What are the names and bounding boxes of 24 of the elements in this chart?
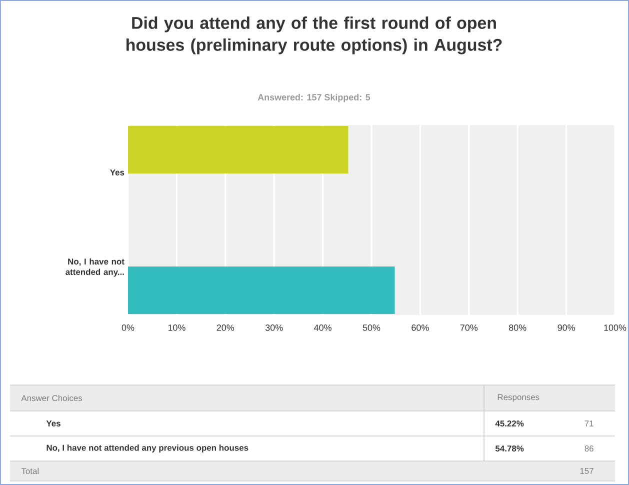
x-tick-label: 80% [509, 324, 526, 331]
x-tick-label: 60% [412, 324, 429, 331]
x-tick-label: 30% [265, 324, 283, 331]
text: 86 [584, 446, 594, 452]
chart-title: Did you attend any of the first round of open houses (preliminary route options) in August? [126, 16, 502, 54]
x-tick-label: 50% [362, 324, 380, 331]
x-tick-label: 10% [168, 324, 186, 331]
text: Yes [46, 420, 60, 426]
text: 157 [580, 468, 594, 474]
text: Responses [498, 394, 540, 402]
text: Answer Choices [21, 394, 82, 402]
x-tick-label: 90% [558, 324, 575, 331]
text: 45.22% [495, 420, 524, 426]
x-tick-label: 100% [604, 324, 626, 331]
text: Total [21, 468, 39, 474]
x-tick-label: 20% [216, 324, 234, 331]
text: 54.78% [495, 446, 524, 452]
y-tick-label: No, I have not attended any... [66, 258, 124, 277]
x-tick-label: 0% [122, 324, 134, 331]
x-tick-label: 40% [314, 324, 332, 331]
x-tick-label: 70% [460, 324, 478, 331]
text: No, I have not attended any previous open houses [46, 444, 248, 452]
text: 71 [584, 420, 594, 426]
chart-subtitle: Answered: 157 Skipped: 5 [258, 94, 370, 102]
